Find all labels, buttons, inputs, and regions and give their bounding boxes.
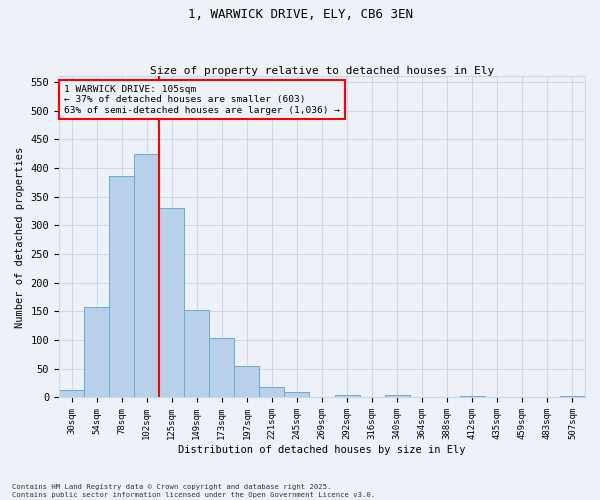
Text: 1, WARWICK DRIVE, ELY, CB6 3EN: 1, WARWICK DRIVE, ELY, CB6 3EN [187,8,413,20]
Text: 1 WARWICK DRIVE: 105sqm
← 37% of detached houses are smaller (603)
63% of semi-d: 1 WARWICK DRIVE: 105sqm ← 37% of detache… [64,85,340,114]
Bar [109,176,134,398]
Bar [209,338,235,398]
Bar [184,310,209,398]
Bar [59,390,84,398]
Text: Contains HM Land Registry data © Crown copyright and database right 2025.
Contai: Contains HM Land Registry data © Crown c… [12,484,375,498]
Bar [335,394,359,398]
Bar [385,394,410,398]
Bar [84,308,109,398]
Bar [134,154,159,398]
Bar [259,387,284,398]
Bar [284,392,310,398]
Bar [460,396,485,398]
X-axis label: Distribution of detached houses by size in Ely: Distribution of detached houses by size … [178,445,466,455]
Bar [159,208,184,398]
Title: Size of property relative to detached houses in Ely: Size of property relative to detached ho… [150,66,494,76]
Bar [560,396,585,398]
Y-axis label: Number of detached properties: Number of detached properties [15,146,25,328]
Bar [235,366,259,398]
